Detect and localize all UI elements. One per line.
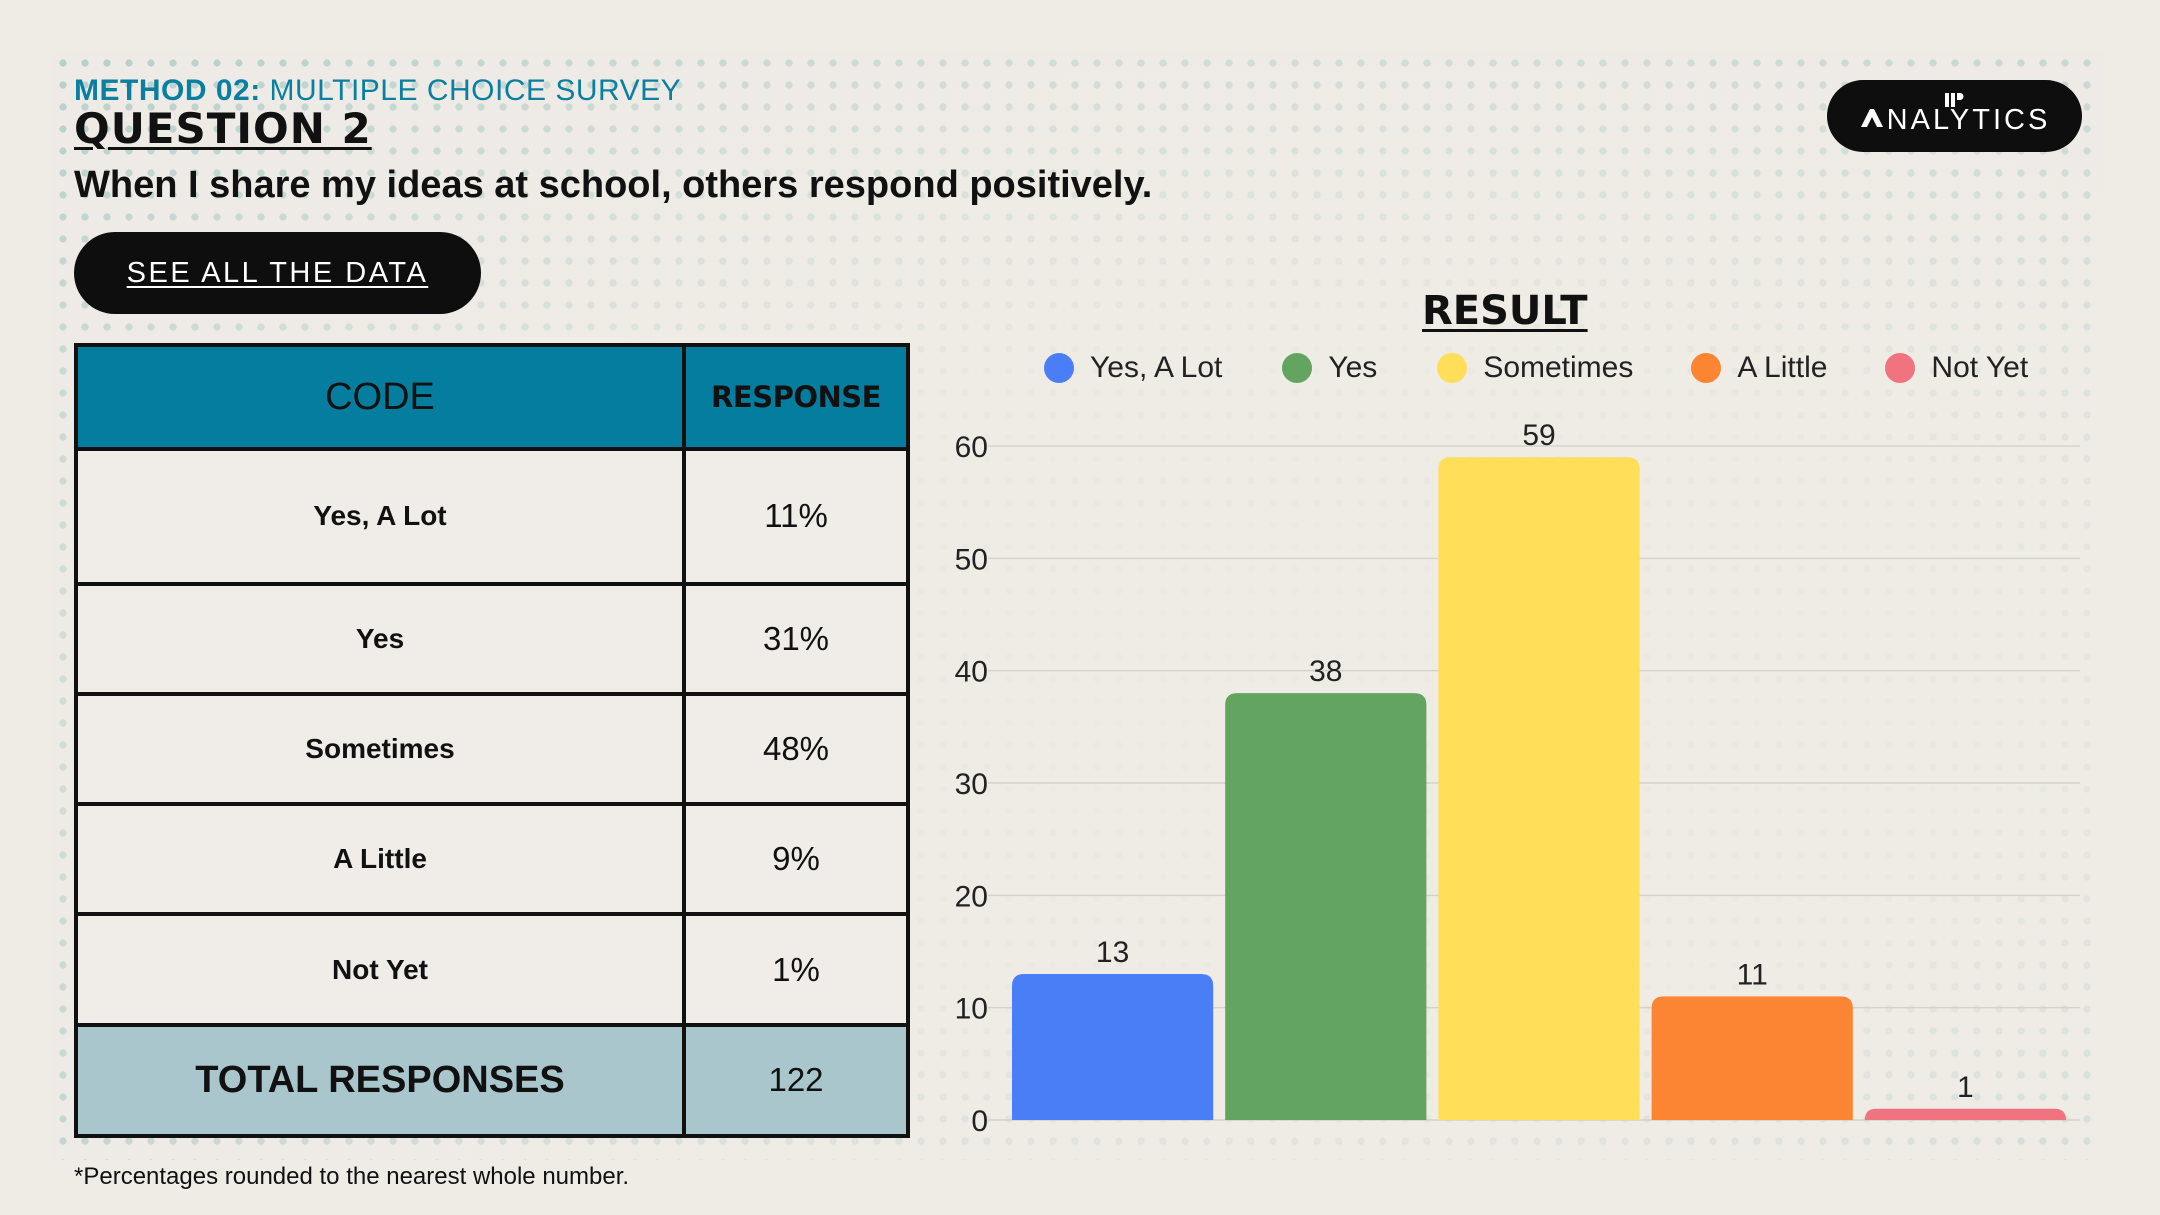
table-row: Yes 31% (74, 581, 910, 696)
legend-label: A Little (1737, 351, 1828, 384)
row-response: 1% (682, 912, 910, 1027)
legend-label: Yes, A Lot (1090, 351, 1223, 384)
legend-label: Sometimes (1483, 351, 1634, 384)
question-number: QUESTION 2 (74, 104, 372, 153)
legend-label: Not Yet (1931, 351, 2029, 384)
bar (1864, 1108, 2066, 1120)
see-all-data-button[interactable]: SEE ALL THE DATA (74, 232, 481, 314)
legend-item: Yes, A Lot (1044, 351, 1222, 385)
response-header: RESPONSE (682, 342, 910, 452)
analytics-logo: NALYTICS (1827, 80, 2082, 152)
table-row: A Little 9% (74, 802, 910, 917)
legend-swatch (1044, 353, 1074, 383)
row-response: 31% (682, 581, 910, 696)
legend-item: A Little (1691, 351, 1827, 385)
y-tick-label: 50 (955, 543, 988, 576)
total-row: TOTAL RESPONSES 122 (74, 1022, 910, 1139)
bar-value-label: 38 (1309, 655, 1342, 688)
table-header-row: CODE RESPONSE (74, 342, 910, 452)
total-label: TOTAL RESPONSES (74, 1022, 686, 1139)
legend-item: Sometimes (1437, 351, 1633, 385)
analytics-logo-icon (1860, 109, 1883, 127)
response-table: CODE RESPONSE Yes, A Lot 11% Yes 31% Som… (74, 342, 910, 1139)
y-tick-label: 10 (955, 993, 988, 1026)
legend-item: Not Yet (1885, 351, 2028, 385)
legend-swatch (1691, 353, 1722, 383)
row-response: 9% (682, 802, 910, 917)
table-row: Yes, A Lot 11% (74, 447, 910, 586)
table-row: Not Yet 1% (74, 912, 910, 1027)
y-tick-label: 20 (955, 880, 988, 913)
method-name: MULTIPLE CHOICE SURVEY (260, 74, 682, 107)
footnote: *Percentages rounded to the nearest whol… (74, 1163, 630, 1190)
row-code: A Little (74, 802, 686, 917)
table-row: Sometimes 48% (74, 691, 910, 807)
row-response: 48% (682, 691, 910, 807)
bar-value-label: 11 (1737, 958, 1768, 991)
y-tick-label: 30 (955, 768, 988, 801)
code-header: CODE (74, 342, 686, 452)
y-tick-label: 60 (955, 431, 988, 464)
bar (1225, 693, 1427, 1120)
logo-text: NALYTICS (1886, 103, 2051, 136)
y-tick-label: 40 (955, 656, 988, 689)
legend-label: Yes (1328, 351, 1378, 384)
bar-value-label: 59 (1522, 419, 1555, 452)
bar (1438, 457, 1640, 1120)
bar (1012, 973, 1214, 1120)
y-tick-label: 0 (971, 1105, 988, 1138)
total-value: 122 (682, 1022, 910, 1139)
chart-legend: Yes, A Lot Yes Sometimes A Little Not Yet (1044, 348, 2028, 388)
chart-title: RESULT (1422, 288, 1588, 334)
bar (1651, 996, 1853, 1120)
row-code: Yes (74, 581, 686, 696)
row-code: Not Yet (74, 912, 686, 1027)
legend-item: Yes (1282, 351, 1377, 385)
row-code: Sometimes (74, 691, 686, 807)
method-number: METHOD 02: (74, 74, 261, 107)
method-label: METHOD 02: MULTIPLE CHOICE SURVEY (74, 74, 681, 108)
bar-value-label: 1 (1957, 1071, 1974, 1104)
see-all-data-label: SEE ALL THE DATA (126, 256, 429, 289)
legend-swatch (1885, 353, 1916, 383)
row-code: Yes, A Lot (74, 447, 686, 586)
legend-swatch (1282, 353, 1313, 383)
legend-swatch (1437, 353, 1468, 383)
row-response: 11% (682, 447, 910, 586)
logo-mark-icon (1945, 93, 1964, 107)
bar-value-label: 13 (1096, 936, 1129, 969)
question-text: When I share my ideas at school, others … (74, 164, 1153, 206)
